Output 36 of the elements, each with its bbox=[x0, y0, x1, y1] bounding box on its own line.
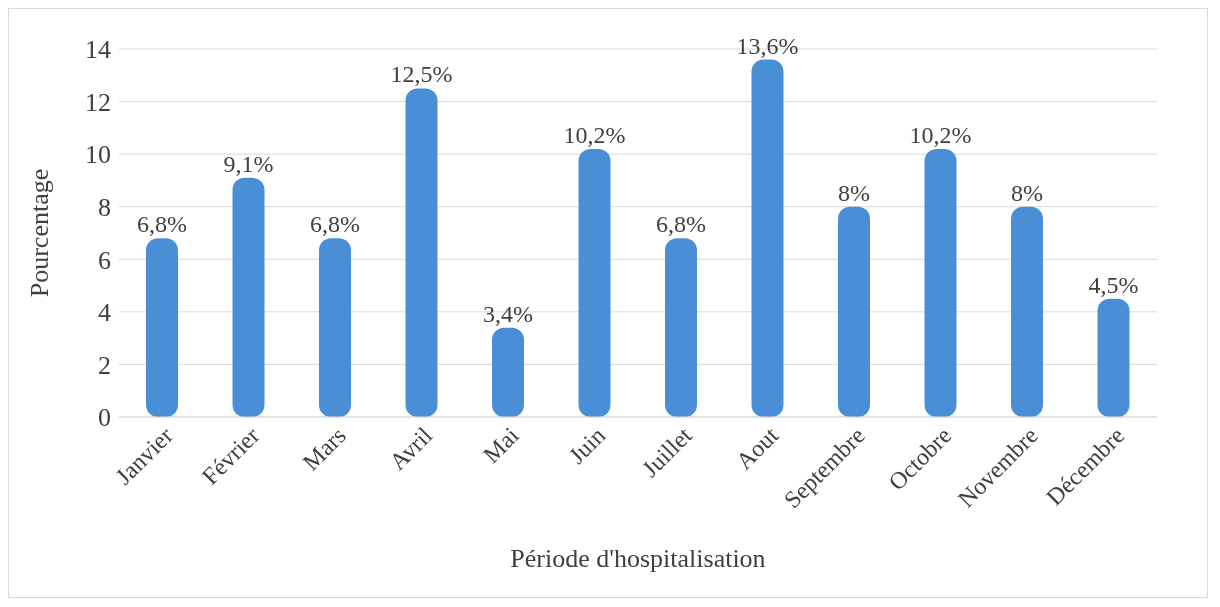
y-tick-label: 14 bbox=[85, 35, 111, 65]
data-label: 13,6% bbox=[736, 32, 799, 59]
y-tick-label: 10 bbox=[85, 140, 111, 170]
data-label: 6,8% bbox=[656, 211, 706, 238]
data-label: 6,8% bbox=[137, 211, 187, 238]
bar bbox=[665, 238, 697, 417]
bar bbox=[838, 206, 870, 417]
y-axis-title: Pourcentage bbox=[25, 168, 55, 298]
data-label: 6,8% bbox=[310, 211, 360, 238]
bar bbox=[924, 148, 957, 417]
x-tick-label: Mai bbox=[478, 421, 525, 468]
data-label: 8% bbox=[1011, 179, 1043, 206]
x-axis-title: Période d'hospitalisation bbox=[510, 544, 766, 573]
bar bbox=[146, 238, 178, 417]
data-label: 9,1% bbox=[223, 150, 274, 177]
y-tick-label: 8 bbox=[98, 192, 111, 222]
y-tick-label: 4 bbox=[98, 298, 111, 328]
y-tick-label: 2 bbox=[98, 350, 111, 380]
bar bbox=[492, 327, 524, 417]
data-label: 12,5% bbox=[390, 61, 453, 88]
data-label: 3,4% bbox=[483, 300, 533, 327]
bar bbox=[578, 148, 611, 417]
data-label: 8% bbox=[838, 179, 870, 206]
data-label: 4,5% bbox=[1088, 271, 1139, 298]
bar bbox=[319, 238, 351, 417]
bar bbox=[1011, 206, 1043, 417]
bar bbox=[1097, 298, 1130, 417]
y-tick-label: 0 bbox=[98, 403, 111, 433]
x-tick-label: Juin bbox=[563, 422, 611, 469]
bar bbox=[405, 88, 438, 417]
bar bbox=[751, 59, 784, 417]
y-tick-label: 6 bbox=[98, 245, 111, 275]
y-tick-label: 12 bbox=[85, 87, 111, 117]
data-label: 10,2% bbox=[909, 121, 972, 148]
bar bbox=[232, 177, 265, 417]
data-label: 10,2% bbox=[563, 121, 626, 148]
